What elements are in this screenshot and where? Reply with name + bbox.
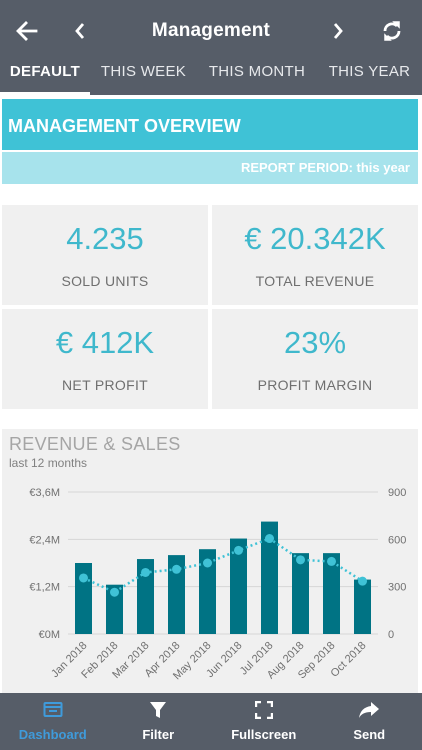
dashboard-content[interactable]: MANAGEMENT OVERVIEW REPORT PERIOD: this … [0,95,422,693]
dashboard-icon [43,702,63,717]
bottom-nav: Dashboard Filter Fullscreen Send [0,693,422,750]
bar [199,549,216,634]
kpi-net-profit: € 412K NET PROFIT [2,309,208,409]
nav-label: Dashboard [18,727,87,742]
kpi-label: PROFIT MARGIN [257,377,373,393]
refresh-icon[interactable] [372,10,412,52]
period-tabs: DEFAULT THIS WEEK THIS MONTH THIS YEAR [0,54,422,95]
app-bar: Management DEFAULT THIS WEEK THIS MONTH … [0,0,422,95]
sales-point [79,573,88,583]
y-right-tick-label: 900 [388,487,406,499]
sales-point [327,556,336,566]
kpi-profit-margin: 23% PROFIT MARGIN [212,309,418,409]
kpi-label: TOTAL REVENUE [255,273,375,289]
bar [292,553,309,634]
share-icon [359,702,380,718]
sales-point [234,545,243,555]
next-period-icon[interactable] [318,10,358,52]
previous-period-icon[interactable] [60,10,100,52]
nav-fullscreen[interactable]: Fullscreen [211,693,317,750]
bar [354,579,371,634]
kpi-label: SOLD UNITS [61,273,149,289]
kpi-value: € 20.342K [244,221,386,256]
sales-point [141,567,150,577]
nav-dashboard[interactable]: Dashboard [0,693,106,750]
bar [106,584,123,634]
nav-filter[interactable]: Filter [106,693,212,750]
nav-label: Send [353,727,386,742]
y-left-tick-label: €3,6M [29,487,60,499]
bar [323,553,340,634]
y-right-tick-label: 600 [388,534,406,546]
back-arrow-icon[interactable] [7,10,47,52]
revenue-sales-chart: €0M €1,2M €2,4M €3,6M 0 300 600 900 Jan 2018 Feb … [2,429,418,693]
bar [168,555,185,634]
fullscreen-icon [254,701,273,719]
sales-point [110,587,119,597]
filter-icon [150,702,167,718]
sales-point [358,576,367,586]
sales-point [265,534,274,544]
nav-label: Filter [142,727,175,742]
report-period: REPORT PERIOD: this year [2,152,418,184]
bar [261,521,278,634]
chart-subtitle: last 12 months [9,456,88,470]
sales-point [203,558,212,568]
y-right-tick-label: 0 [388,629,394,641]
page-title: Management [151,20,271,41]
bar [230,538,247,634]
y-left-tick-label: €1,2M [29,582,60,594]
sales-point [172,564,181,574]
kpi-sold-units: 4.235 SOLD UNITS [2,205,208,305]
tab-this-week[interactable]: THIS WEEK [100,63,187,80]
kpi-total-revenue: € 20.342K TOTAL REVENUE [212,205,418,305]
nav-send[interactable]: Send [317,693,422,750]
overview-heading: MANAGEMENT OVERVIEW [2,99,418,150]
kpi-value: 4.235 [66,221,144,256]
kpi-value: € 412K [55,325,155,360]
chart-title: REVENUE & SALES [9,434,181,454]
kpi-label: NET PROFIT [62,377,148,393]
sales-line [82,537,364,594]
sales-point [296,555,305,565]
bar [137,559,154,634]
kpi-value: 23% [283,325,347,360]
tab-this-month[interactable]: THIS MONTH [208,63,306,80]
nav-label: Fullscreen [231,727,297,742]
tab-default[interactable]: DEFAULT [0,54,90,95]
y-left-tick-label: €2,4M [29,534,60,546]
y-right-tick-label: 300 [388,582,406,594]
tab-this-year[interactable]: THIS YEAR [328,63,411,80]
y-left-tick-label: €0M [39,629,60,641]
